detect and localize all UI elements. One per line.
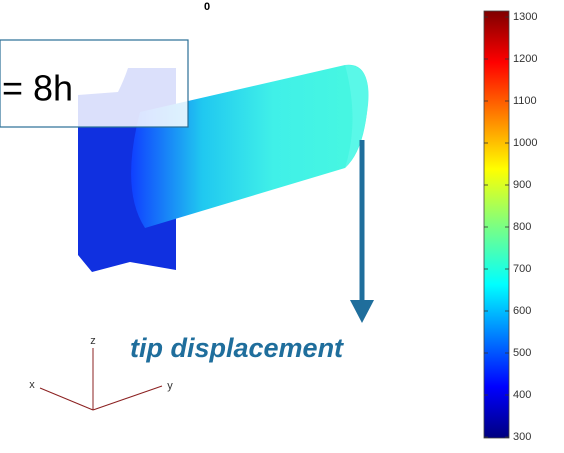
colorbar-tick-label: 700 <box>513 263 531 275</box>
colorbar-tick-label: 900 <box>513 179 531 191</box>
x-axis <box>40 388 93 410</box>
colorbar-tick-label: 1300 <box>513 11 537 23</box>
arrow-head <box>350 300 374 323</box>
y-axis <box>93 386 162 410</box>
colorbar-tick-label: 1200 <box>513 53 537 65</box>
figure: 0 = 8h tip displacement z x y 300 400 500 6… <box>0 0 564 453</box>
plot-title: 0 <box>204 1 210 13</box>
z-label: z <box>90 335 96 347</box>
colorbar-tick-label: 500 <box>513 347 531 359</box>
colorbar-tick-label: 600 <box>513 305 531 317</box>
callout-text: = 8h <box>2 68 73 109</box>
colorbar-tick-label: 1000 <box>513 137 537 149</box>
colorbar-tick-label: 800 <box>513 221 531 233</box>
x-label: x <box>29 379 35 391</box>
colorbar-tick-label: 400 <box>513 389 531 401</box>
y-label: y <box>167 380 173 392</box>
colorbar-tick-label: 1100 <box>513 95 537 107</box>
colorbar <box>484 11 509 438</box>
colorbar-tick-label: 300 <box>513 431 531 443</box>
annotation: tip displacement <box>130 333 344 363</box>
